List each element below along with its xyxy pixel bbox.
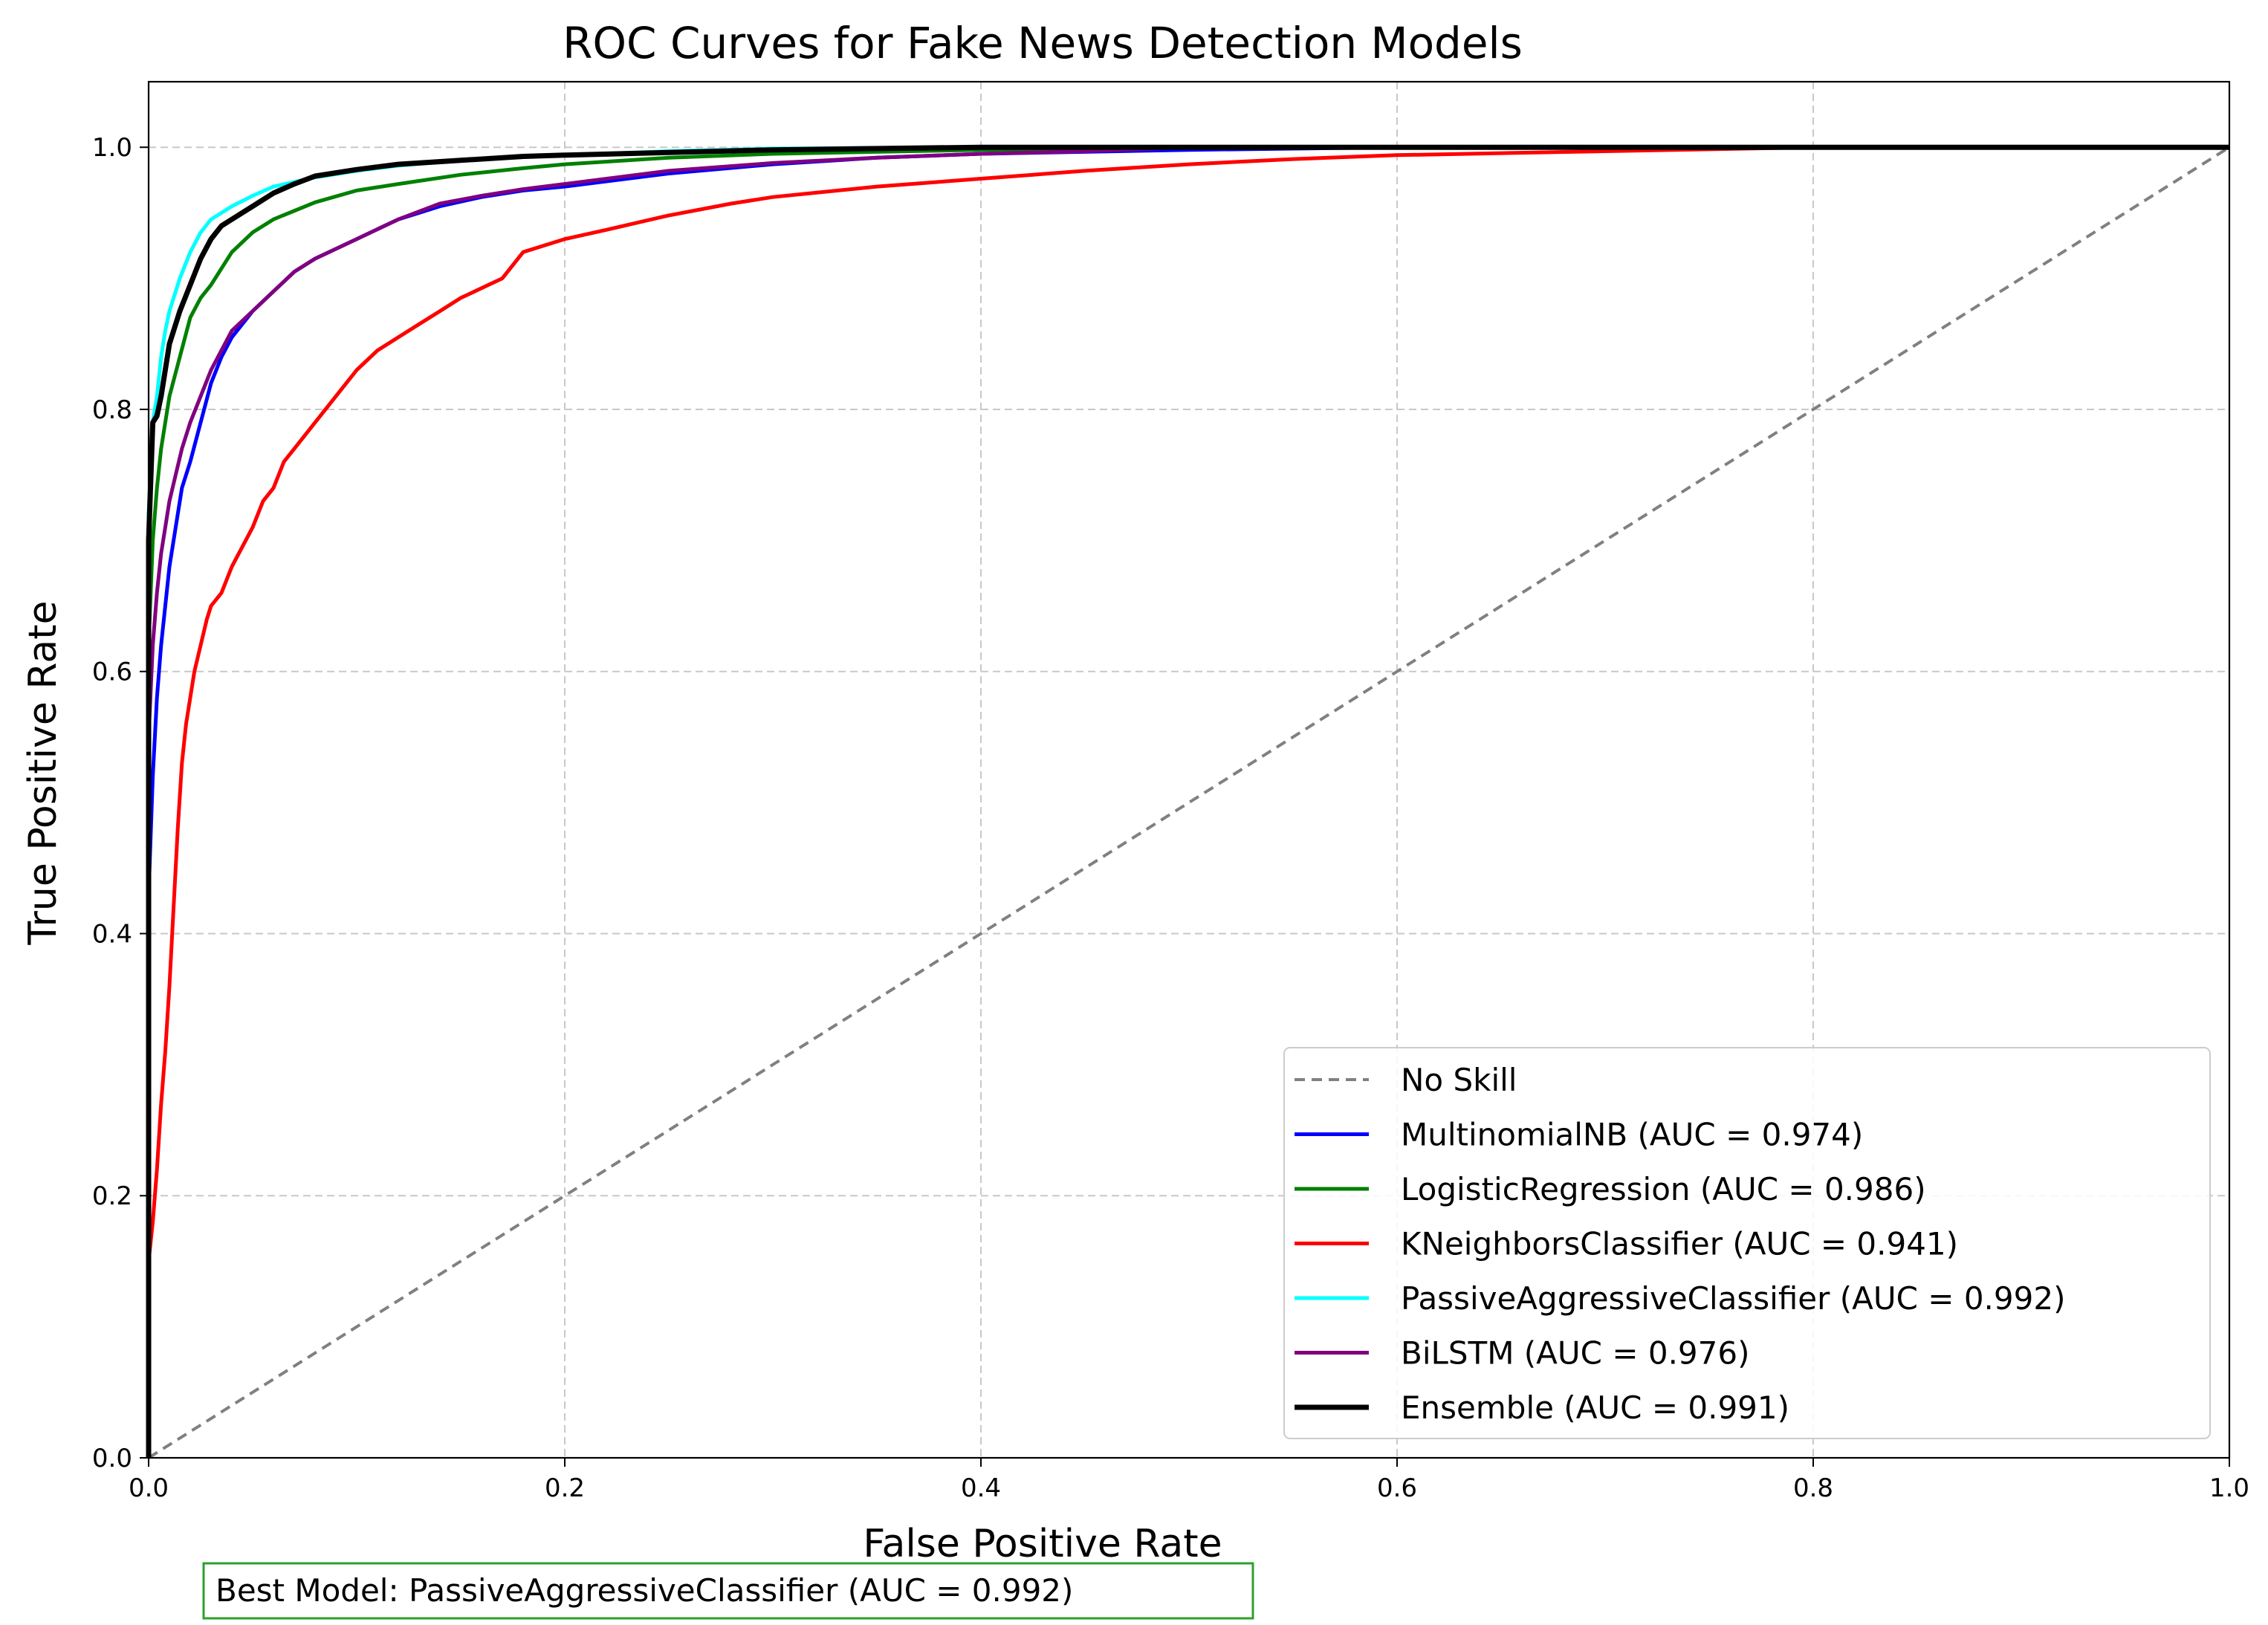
legend-box xyxy=(1283,1047,2211,1439)
x-axis-label: False Positive Rate xyxy=(863,1522,1222,1566)
y-tick-label: 0.6 xyxy=(92,658,132,687)
series-layer xyxy=(146,144,2231,1459)
series-line-logisticregression xyxy=(146,145,2229,1458)
y-axis-label: True Positive Rate xyxy=(21,600,65,945)
y-tick-label: 0.2 xyxy=(92,1181,132,1211)
legend-items: No Skill MultinomialNB (AUC = 0.974) Logis… xyxy=(1295,1062,2065,1426)
y-tick-label: 0.0 xyxy=(92,1444,132,1473)
x-tick-label: 0.6 xyxy=(1377,1473,1417,1503)
best-model-text: Best Model: PassiveAggressiveClassifier … xyxy=(216,1572,1073,1609)
legend-label-bilstm: BiLSTM (AUC = 0.976) xyxy=(1401,1335,1750,1372)
x-tick-label: 0.8 xyxy=(1793,1473,1833,1503)
y-tick-label: 1.0 xyxy=(92,133,132,163)
legend-label-logisticregression: LogisticRegression (AUC = 0.986) xyxy=(1401,1171,1926,1207)
x-tick-label: 0.4 xyxy=(961,1473,1001,1503)
chart-title: ROC Curves for Fake News Detection Model… xyxy=(563,18,1523,68)
legend-label-kneighborsclassifier: KNeighborsClassifier (AUC = 0.941) xyxy=(1401,1226,1958,1262)
x-tick-label: 0.0 xyxy=(129,1473,169,1503)
legend-label-multinomialnb: MultinomialNB (AUC = 0.974) xyxy=(1401,1117,1863,1153)
series-line-bilstm xyxy=(146,145,2229,1458)
legend-label-passiveaggressiveclassifier: PassiveAggressiveClassifier (AUC = 0.992… xyxy=(1401,1280,2065,1317)
legend-label-no: No Skill xyxy=(1401,1062,1517,1098)
series-line-kneighborsclassifier xyxy=(146,145,2229,1458)
best-model-annotation: Best Model: PassiveAggressiveClassifier … xyxy=(202,1562,1254,1620)
legend: No Skill MultinomialNB (AUC = 0.974) Logis… xyxy=(1283,1047,2211,1439)
x-tick-label: 0.2 xyxy=(545,1473,585,1503)
legend-label-ensemble: Ensemble (AUC = 0.991) xyxy=(1401,1389,1789,1426)
y-tick-label: 0.4 xyxy=(92,919,132,949)
y-tick-label: 0.8 xyxy=(92,395,132,425)
x-tick-label: 1.0 xyxy=(2209,1473,2249,1503)
plot-area-frame xyxy=(147,80,2231,1459)
series-line-ensemble xyxy=(146,144,2229,1458)
axis-ticks: 0.0 0.2 0.4 0.6 0.8 1.0 0.0 0.2 0.4 0.6 0.8 1.0 xyxy=(92,133,2249,1503)
best-model-box xyxy=(202,1562,1254,1620)
